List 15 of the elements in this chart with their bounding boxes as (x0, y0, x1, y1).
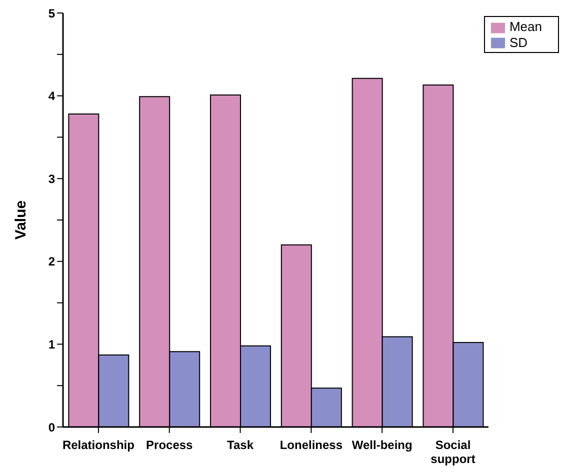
legend-label: Mean (509, 19, 542, 34)
y-tick-label: 1 (48, 337, 56, 352)
y-tick-label: 0 (48, 420, 56, 434)
y-tick-label: 4 (48, 89, 56, 104)
y-tick-label: 3 (48, 172, 56, 186)
x-tick-label: Loneliness (280, 438, 343, 452)
x-tick-label: Process (146, 438, 194, 452)
x-tick-label: Social support (430, 438, 476, 466)
legend-label: SD (509, 34, 528, 50)
x-tick-label: Task (227, 438, 254, 452)
x-tick-label: Relationship (62, 438, 134, 452)
x-tick-label: Well-being (352, 438, 412, 452)
y-tick-label: 5 (48, 6, 56, 20)
y-tick-label: 2 (48, 254, 56, 269)
y-axis-title: Value (12, 200, 30, 240)
